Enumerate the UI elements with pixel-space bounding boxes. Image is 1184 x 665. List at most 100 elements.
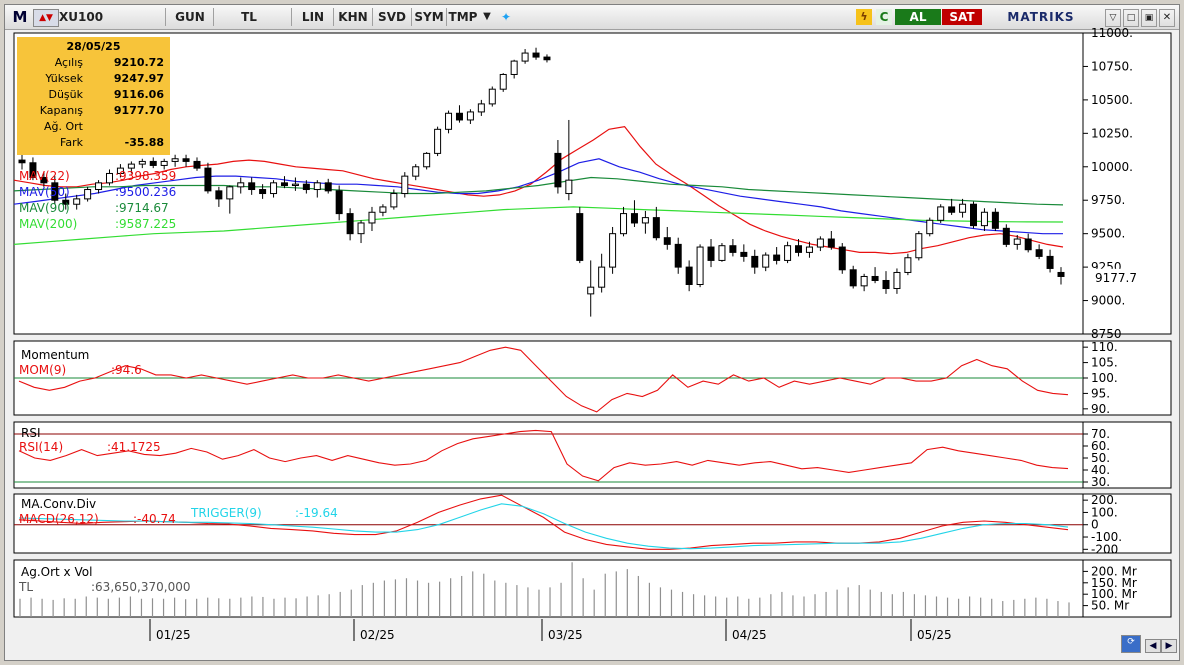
scroll-right-icon[interactable]: ▶	[1161, 639, 1177, 653]
candle-body	[1013, 238, 1021, 245]
linear-button[interactable]: LIN	[301, 10, 325, 24]
candle-body	[160, 160, 168, 166]
candle-body	[751, 255, 759, 268]
rsi-series-value: :41.1725	[107, 440, 161, 454]
candle-body	[609, 233, 617, 268]
info-row: Düşük 9116.06	[17, 88, 170, 104]
y-tick-label: 9000.	[1091, 294, 1125, 308]
mav-legend-value: :9714.67	[115, 201, 169, 215]
candle-body	[1035, 249, 1043, 257]
mav-legend-value: :9500.236	[115, 185, 176, 199]
candle-body	[773, 254, 781, 261]
candle-body	[138, 160, 146, 165]
candle-body	[915, 233, 923, 259]
sym-button[interactable]: SYM	[414, 10, 444, 24]
candle-body	[324, 182, 332, 192]
currency-button[interactable]: TL	[241, 10, 257, 24]
candle-body	[379, 206, 387, 213]
template-button[interactable]: TMP	[448, 10, 478, 24]
khn-button[interactable]: KHN	[338, 10, 368, 24]
rsi-title: RSI	[21, 426, 41, 440]
indicator-line-1	[18, 503, 1069, 550]
y-tick-label: 100. Mr	[1091, 587, 1137, 601]
buy-button[interactable]: AL	[895, 9, 941, 25]
volume-panel	[13, 559, 1084, 618]
mav-legend-value: :9587.225	[115, 217, 176, 231]
candle-body	[335, 190, 343, 215]
candle-body	[784, 245, 792, 261]
indicator-line-0	[18, 429, 1069, 482]
x-tick-label: 04/25	[732, 628, 767, 642]
indicator-panel	[13, 421, 1084, 489]
candle-body	[401, 175, 409, 195]
candle-body	[762, 254, 770, 268]
info-row: Fark -35.88	[17, 136, 170, 152]
y-tick-label: 200. Mr	[1091, 564, 1137, 578]
y-tick-label: 10000.	[1091, 160, 1133, 174]
y-tick-label: 50.	[1091, 451, 1110, 465]
candle-body	[313, 182, 321, 191]
candle-body	[970, 203, 978, 227]
y-tick-label: 9750.	[1091, 193, 1125, 207]
macd-series-name: MACD(26,12)	[19, 512, 99, 526]
info-label: Ağ. Ort	[44, 120, 83, 133]
period-button[interactable]: GUN	[175, 10, 205, 24]
lightning-icon[interactable]: ϟ	[856, 9, 872, 25]
momentum-series-value: :94.6	[111, 363, 142, 377]
candle-body	[991, 211, 999, 229]
y-tick-label: 150. Mr	[1091, 576, 1137, 590]
mav-legend-name: MAV(50)	[19, 185, 70, 199]
candle-body	[827, 238, 835, 248]
candle-body	[532, 52, 540, 58]
candle-body	[937, 206, 945, 221]
maximize-icon[interactable]: ▣	[1141, 9, 1157, 27]
candle-body	[598, 266, 606, 288]
candle-body	[926, 219, 934, 235]
candle-body	[674, 243, 682, 268]
candle-body	[576, 213, 584, 261]
y-tick-label: 50. Mr	[1091, 599, 1129, 613]
candle-body	[455, 112, 463, 121]
candle-body	[729, 245, 737, 253]
indicator-panel-axis	[1082, 421, 1172, 489]
candle-body	[280, 182, 288, 187]
candle-body	[707, 246, 715, 261]
sync-icon[interactable]: ⟳	[1121, 635, 1141, 653]
y-tick-label: 9500.	[1091, 227, 1125, 241]
chevron-down-icon[interactable]: ▼	[483, 11, 491, 22]
restore-icon[interactable]: □	[1123, 9, 1139, 27]
candle-body	[860, 275, 868, 287]
y-tick-label: 11000.	[1091, 26, 1133, 40]
brand-logo: MATRIKS	[1007, 10, 1075, 24]
candle-body	[215, 190, 223, 200]
sell-button[interactable]: SAT	[942, 9, 982, 25]
volume-series-name: TL	[18, 580, 33, 594]
info-value: -35.88	[124, 136, 164, 149]
y-tick-label: -100.	[1091, 530, 1122, 544]
indicator-icon[interactable]: ▲▼	[33, 9, 59, 27]
minimize-icon[interactable]: ▽	[1105, 9, 1121, 27]
close-icon[interactable]: ✕	[1159, 9, 1175, 27]
svd-button[interactable]: SVD	[378, 10, 406, 24]
symbol-field[interactable]: XU100	[59, 10, 104, 24]
logo: M	[12, 8, 28, 26]
candle-body	[1002, 227, 1010, 245]
twitter-icon[interactable]: ✦	[500, 10, 512, 24]
candle-body	[904, 257, 912, 273]
scroll-left-icon[interactable]: ◀	[1145, 639, 1161, 653]
trigger-series-name: TRIGGER(9)	[190, 506, 262, 520]
candle-body	[357, 222, 365, 235]
x-tick-label: 01/25	[156, 628, 191, 642]
y-tick-label: 10750.	[1091, 59, 1133, 73]
candle-body	[346, 213, 354, 235]
ohlc-info-box: 28/05/25 Açılış 9210.72 Yüksek 9247.97 Düşük…	[17, 37, 170, 155]
info-value: 9116.06	[113, 88, 164, 101]
y-tick-label: 10500.	[1091, 93, 1133, 107]
candle-body	[171, 158, 179, 162]
refresh-icon[interactable]: C	[876, 9, 892, 25]
mav-legend-value: :9398.359	[115, 169, 176, 183]
y-tick-label: 8750	[1091, 327, 1122, 341]
y-tick-label: 95.	[1091, 386, 1110, 400]
candle-body	[652, 217, 660, 239]
candle-body	[641, 217, 649, 224]
